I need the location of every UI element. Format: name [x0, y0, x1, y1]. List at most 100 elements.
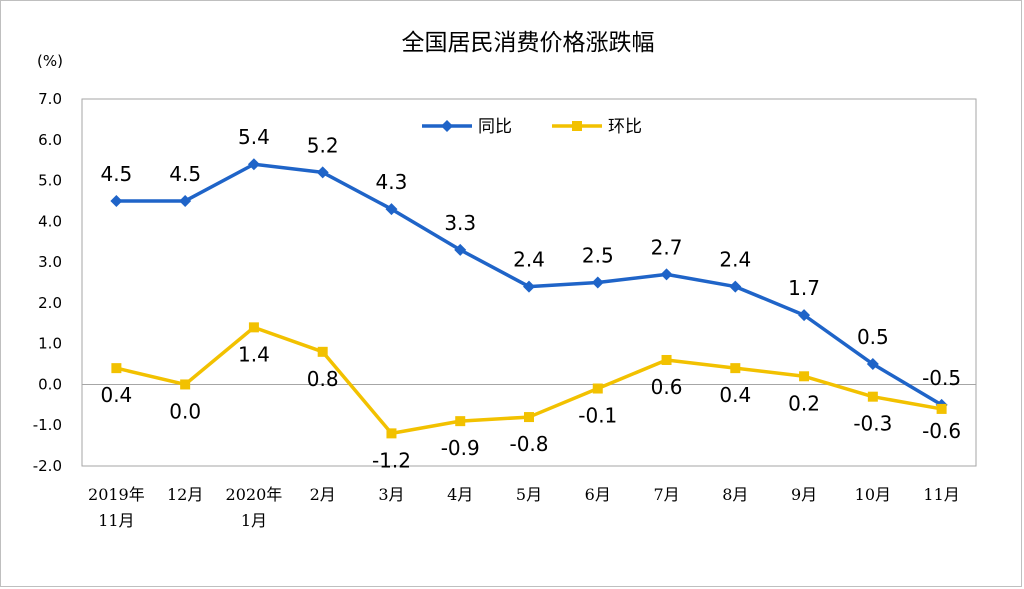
- x-tick-label-line: 7月: [653, 485, 679, 504]
- data-label: 0.5: [857, 325, 889, 349]
- y-tick-label: 4.0: [38, 212, 62, 230]
- legend-item: 环比: [552, 117, 642, 137]
- data-label: -0.9: [441, 436, 480, 460]
- x-tick-label: 12月: [167, 485, 203, 504]
- data-point: [591, 276, 604, 289]
- x-axis-ticks: 2019年 11月 12月 2020年 1月 2月 3月 4月 5月 6月 7月 8月 9月 10月 11月: [88, 485, 960, 530]
- x-tick-label: 3月: [378, 485, 404, 504]
- x-tick-label-line: 11月: [923, 485, 959, 504]
- y-tick-label: 1.0: [38, 335, 62, 353]
- x-tick-label-line: 3月: [378, 485, 404, 504]
- data-label: 4.5: [169, 162, 201, 186]
- data-point: [248, 322, 259, 333]
- data-label: 0.4: [719, 383, 751, 407]
- chart-title: 全国居民消费价格涨跌幅: [402, 30, 655, 56]
- data-point: [660, 268, 673, 281]
- data-point: [524, 412, 534, 423]
- data-label: -0.1: [578, 404, 617, 428]
- data-point: [180, 379, 191, 390]
- y-tick-label: 3.0: [38, 253, 62, 271]
- x-tick-label: 11月: [923, 485, 959, 504]
- x-tick-label-line: 9月: [791, 485, 817, 504]
- y-tick-label: 0.0: [38, 375, 62, 393]
- x-tick-label-line: 2019年: [88, 485, 145, 504]
- x-tick-label-line: 6月: [585, 485, 611, 504]
- x-tick-label: 9月: [791, 485, 817, 504]
- data-label: 1.4: [238, 342, 270, 366]
- data-label: 0.2: [788, 391, 820, 415]
- data-point: [730, 363, 741, 374]
- x-tick-label: 2019年 11月: [88, 485, 145, 530]
- data-point: [866, 358, 879, 371]
- x-tick-label: 7月: [653, 485, 679, 504]
- data-label: 3.3: [444, 211, 476, 235]
- x-tick-label-line: 12月: [167, 485, 203, 504]
- data-label: -0.8: [509, 432, 548, 456]
- data-label: 4.5: [100, 162, 132, 186]
- y-tick-label: 6.0: [38, 131, 62, 149]
- legend-label: 环比: [608, 117, 642, 137]
- data-point: [799, 371, 810, 382]
- data-point: [386, 428, 397, 439]
- y-tick-label: 2.0: [38, 294, 62, 312]
- data-point: [111, 363, 122, 374]
- data-label: 0.6: [651, 375, 683, 399]
- series-layer: 4.5 4.5 5.4 5.2 4.3 3.3 2.4 2.5 2.7 2.4 1.7 0.5 -0.5…: [100, 125, 961, 472]
- x-tick-label-line: 2月: [310, 485, 336, 504]
- data-label: -0.3: [853, 412, 892, 436]
- x-tick-label: 6月: [585, 485, 611, 504]
- x-tick-label: 10月: [855, 485, 891, 504]
- data-point: [729, 280, 742, 293]
- legend-item: 同比: [422, 117, 512, 137]
- data-point: [454, 243, 467, 256]
- data-point: [867, 391, 878, 402]
- y-axis-ticks: 7.0 6.0 5.0 4.0 3.0 2.0 1.0 0.0 -1.0 -2.0: [33, 90, 62, 475]
- data-label: 2.4: [719, 248, 751, 272]
- legend-marker: [572, 121, 582, 131]
- legend-label: 同比: [478, 117, 512, 137]
- series-2: 0.4 0.0 1.4 0.8 -1.2 -0.9 -0.8 -0.1 0.6 0.4 0.2 -0.…: [100, 322, 961, 472]
- plot-area: [81, 98, 977, 467]
- series-1: 4.5 4.5 5.4 5.2 4.3 3.3 2.4 2.5 2.7 2.4 1.7 0.5 -0.5: [100, 125, 961, 411]
- y-axis-unit-label: (%): [37, 52, 63, 70]
- legend-marker: [441, 120, 453, 132]
- data-point: [110, 194, 123, 207]
- data-label: 5.2: [307, 133, 339, 157]
- data-point: [798, 309, 811, 322]
- legend: 同比 环比: [422, 117, 642, 137]
- x-tick-label-line: 2020年: [226, 485, 283, 504]
- data-point: [179, 194, 192, 207]
- data-point: [455, 416, 466, 427]
- data-label: 5.4: [238, 125, 270, 149]
- data-label: 0.8: [307, 367, 339, 391]
- data-label: 0.4: [100, 383, 132, 407]
- data-label: -0.6: [922, 419, 961, 443]
- y-tick-label: 7.0: [38, 90, 62, 108]
- data-point: [523, 280, 535, 293]
- x-tick-label: 2月: [310, 485, 336, 504]
- data-label: 2.7: [651, 235, 683, 259]
- x-tick-label-line: 11月: [98, 511, 134, 530]
- x-tick-label-line: 1月: [241, 511, 267, 530]
- data-point: [247, 158, 260, 171]
- data-point: [936, 403, 947, 414]
- y-tick-label: -1.0: [33, 416, 62, 434]
- x-tick-label: 2020年 1月: [226, 485, 283, 530]
- data-point: [316, 166, 329, 179]
- x-tick-label: 5月: [516, 485, 542, 504]
- x-tick-label: 4月: [447, 485, 473, 504]
- x-tick-label: 8月: [722, 485, 748, 504]
- y-tick-label: 5.0: [38, 172, 62, 190]
- data-point: [592, 383, 603, 394]
- data-label: -1.2: [372, 448, 411, 472]
- data-label: -0.5: [922, 366, 961, 390]
- x-tick-label-line: 4月: [447, 485, 473, 504]
- data-label: 0.0: [169, 399, 201, 423]
- data-label: 2.4: [513, 248, 545, 272]
- data-label: 1.7: [788, 276, 820, 300]
- data-point: [317, 346, 328, 357]
- x-tick-label-line: 5月: [516, 485, 542, 504]
- data-point: [661, 354, 672, 365]
